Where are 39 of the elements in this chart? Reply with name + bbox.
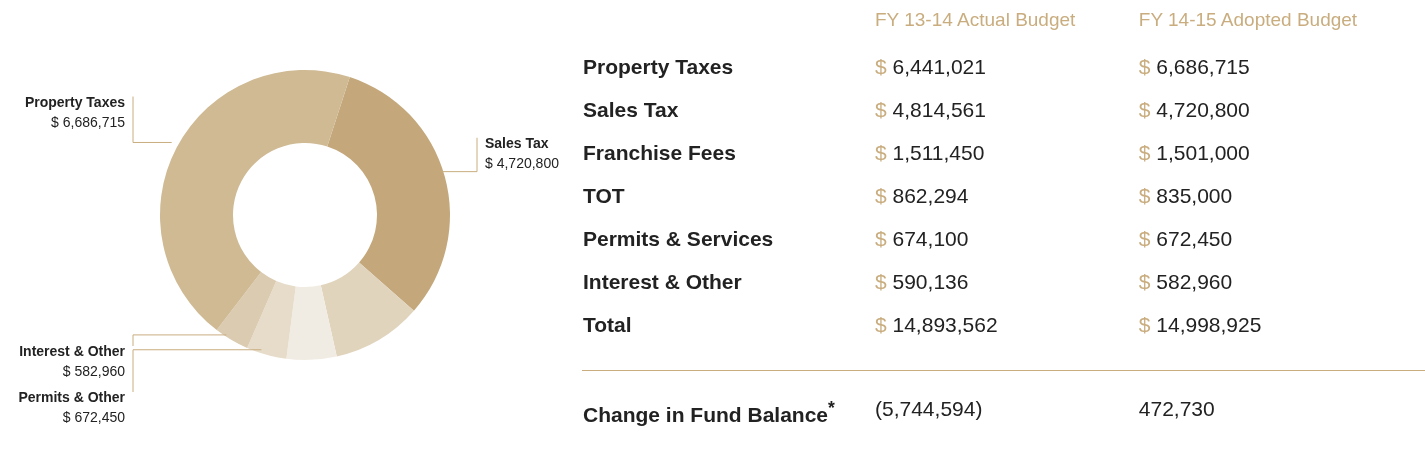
donut-slice	[216, 272, 277, 348]
data-label: $ 6,686,715	[1138, 54, 1250, 78]
data-label: $ 862,294	[875, 183, 969, 207]
slice-label: Interest & Other	[19, 343, 126, 359]
data-label: $ 6,686,715	[51, 113, 126, 130]
slice-label: Property Taxes	[24, 93, 126, 110]
donut-slice	[320, 262, 414, 357]
data-label: $ 6,441,021	[875, 54, 986, 78]
text: FY 14-15 Adopted Budget	[1137, 8, 1359, 32]
category-label: Change in Fund Balance$^{*}$	[582, 397, 836, 427]
data-label: $ 14,893,562	[875, 312, 998, 336]
data-label: $ 672,450	[1138, 226, 1233, 250]
text: FY 13-14 Actual Budget	[874, 8, 1077, 32]
data-label: $ 4,814,561	[875, 97, 986, 121]
category-label: TOT	[582, 182, 626, 209]
data-label: $ 14,998,925	[1138, 312, 1262, 336]
slice-label: Permits & Other	[18, 389, 126, 405]
donut-slice	[160, 70, 350, 331]
data-label: $ 4,720,800	[485, 154, 560, 171]
data-label: 472,730	[1138, 397, 1215, 420]
data-label: (5,744,594)	[875, 397, 983, 420]
category-label: Total	[582, 311, 633, 338]
slice-label: Sales Tax	[485, 134, 549, 151]
category-label: Permits & Services	[582, 225, 775, 252]
category-label: Sales Tax	[582, 96, 680, 123]
data-label: $ 672,450	[62, 409, 126, 425]
data-label: $ 835,000	[1138, 183, 1233, 207]
data-label: $ 582,960	[1138, 269, 1233, 293]
data-label: $ 674,100	[875, 226, 969, 250]
category-label: Interest & Other	[582, 268, 743, 295]
donut-slice	[247, 281, 296, 359]
data-label: $ 4,720,800	[1138, 97, 1250, 121]
data-label: $ 1,501,000	[1138, 140, 1250, 164]
data-label: $ 582,960	[62, 363, 126, 379]
category-label: Property Taxes	[582, 53, 735, 80]
data-label: $ 590,136	[875, 269, 969, 293]
category-label: Franchise Fees	[582, 139, 737, 166]
donut-slice	[286, 285, 337, 360]
data-label: $ 1,511,450	[875, 140, 985, 164]
